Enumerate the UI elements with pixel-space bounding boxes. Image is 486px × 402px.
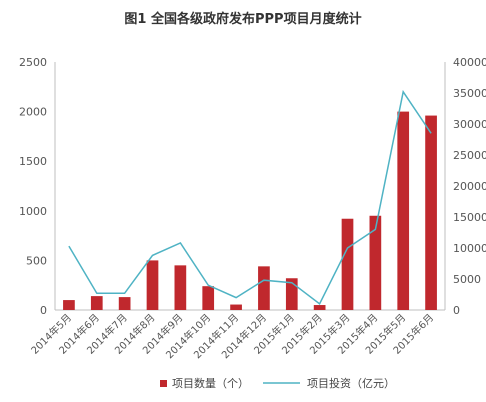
- y-right-tick-label: 20000: [453, 180, 486, 193]
- y-right-tick-label: 35000: [453, 87, 486, 100]
- bar: [258, 266, 270, 310]
- chart-title: 图1 全国各级政府发布PPP项目月度统计: [124, 12, 362, 27]
- bar: [118, 297, 131, 310]
- y-left-tick-label: 2500: [19, 56, 47, 69]
- y-left-tick-label: 1000: [19, 205, 47, 218]
- bar: [285, 278, 298, 310]
- y-right-tick-label: 25000: [453, 149, 486, 162]
- legend-label: 项目投资（亿元）: [307, 376, 395, 390]
- bar: [369, 215, 382, 310]
- bar: [230, 304, 242, 310]
- y-right-tick-label: 10000: [453, 242, 486, 255]
- bar: [341, 218, 354, 310]
- legend-label: 项目数量（个）: [172, 377, 249, 390]
- y-left-tick-label: 2000: [19, 106, 47, 119]
- y-right-tick-label: 0: [453, 304, 460, 317]
- bar: [174, 265, 187, 310]
- y-left-tick-label: 0: [40, 304, 47, 317]
- y-left-tick-label: 500: [26, 254, 47, 267]
- bar: [63, 300, 75, 310]
- legend-bar-swatch: [160, 380, 167, 387]
- y-right-tick-label: 30000: [453, 118, 486, 131]
- y-left-tick-label: 1500: [19, 155, 47, 168]
- y-right-tick-label: 15000: [453, 211, 486, 224]
- bar: [146, 260, 159, 310]
- y-right-tick-label: 40000: [453, 56, 486, 69]
- y-right-tick-label: 5000: [453, 273, 481, 286]
- bar: [202, 286, 215, 310]
- bar: [90, 296, 103, 310]
- bar: [397, 111, 410, 310]
- bar: [425, 115, 437, 311]
- investment-line: [68, 89, 432, 305]
- bar: [313, 305, 326, 310]
